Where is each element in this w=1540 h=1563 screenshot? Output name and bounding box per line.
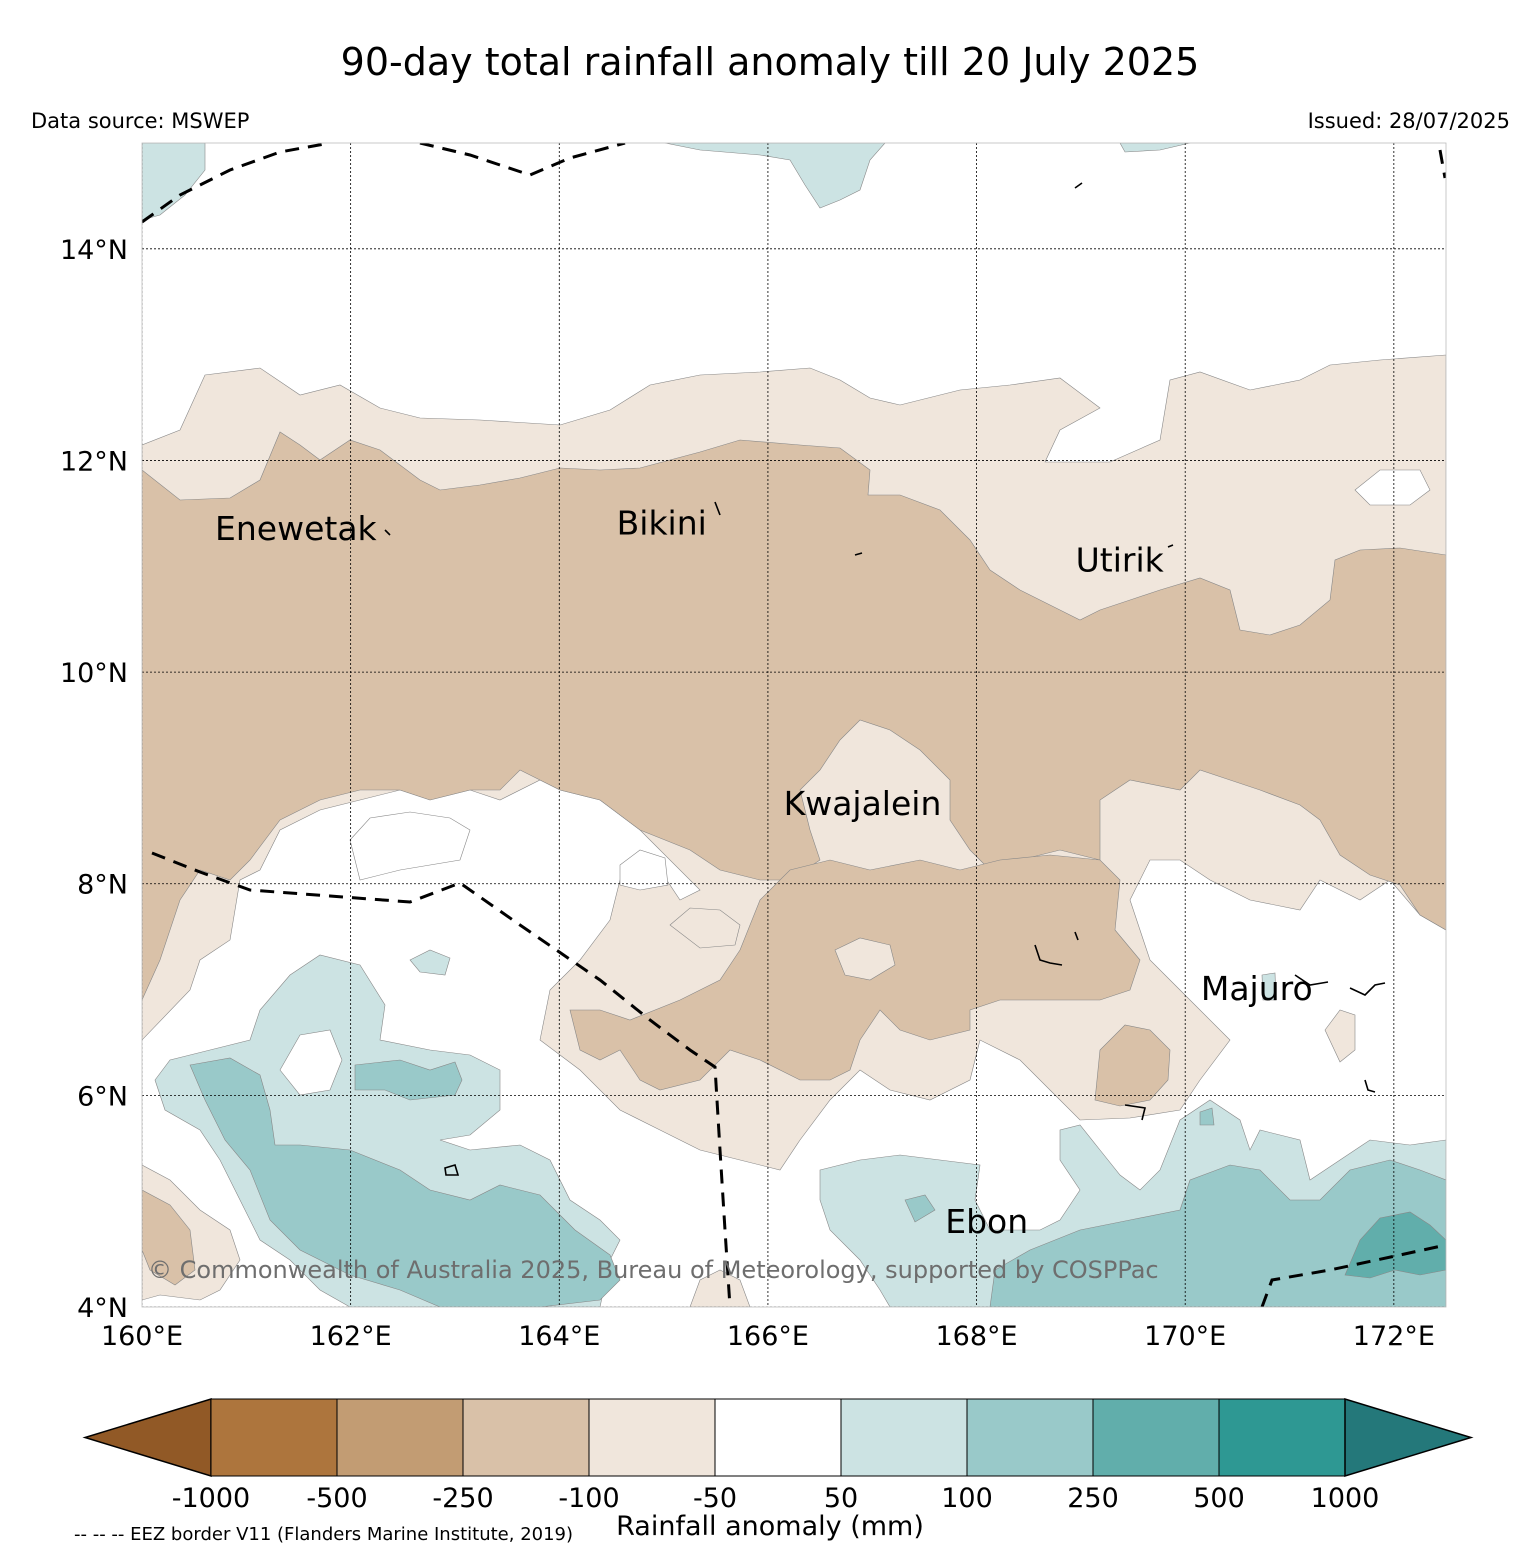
colorbar-box	[210, 1398, 338, 1477]
colorbar-box	[1218, 1398, 1346, 1477]
island-outlines	[384, 182, 1386, 1176]
anomaly-region-light-tan-patch	[689, 1269, 751, 1307]
anomaly-region-mid-teal	[354, 1059, 463, 1101]
anomaly-region-mid-teal	[189, 1057, 621, 1307]
anomaly-region-light-tan-patch	[669, 907, 741, 949]
map-title: 90-day total rainfall anomaly till 20 Ju…	[340, 40, 1200, 84]
map-gridlines	[142, 143, 1446, 1307]
map-frame	[141, 142, 1447, 1308]
anomaly-region-light-teal	[1119, 143, 1191, 153]
lat-tick-label: 6°N	[77, 1081, 128, 1112]
place-label-bikini: Bikini	[617, 504, 707, 543]
anomaly-region-mid-teal	[989, 1159, 1446, 1307]
anomaly-region-light-teal	[1261, 972, 1277, 1001]
lon-tick-label: 166°E	[727, 1321, 809, 1352]
latitude-tick-labels: 14°N 12°N 10°N 8°N 6°N 4°N	[60, 235, 128, 1324]
lat-tick-label: 8°N	[77, 870, 128, 901]
colorbar-box	[840, 1398, 968, 1477]
lon-tick-label: 168°E	[936, 1321, 1018, 1352]
lon-tick-label: 160°E	[101, 1321, 183, 1352]
colorbar-tick-label: -250	[432, 1483, 493, 1514]
colorbar-tick-label: 50	[824, 1483, 858, 1514]
anomaly-region-light-tan-patch	[1324, 1009, 1356, 1063]
anomaly-region-neutral	[349, 811, 471, 881]
colorbar-tick-label: -50	[693, 1483, 737, 1514]
colorbar-box	[588, 1398, 716, 1477]
lat-tick-label: 4°N	[77, 1293, 128, 1324]
longitude-tick-labels: 160°E 162°E 164°E 166°E 168°E 170°E 172°E	[101, 1321, 1435, 1352]
colorbar-extend-high	[1344, 1397, 1474, 1478]
anomaly-region-light-teal	[664, 143, 886, 209]
colorbar-tick-label: 1000	[1311, 1483, 1380, 1514]
place-label-utirik: Utirik	[1076, 541, 1165, 580]
data-source-label: Data source: MSWEP	[31, 109, 250, 133]
lon-tick-label: 164°E	[518, 1321, 600, 1352]
colorbar-box	[462, 1398, 590, 1477]
rainfall-map: Enewetak BikiniUtirikKwajaleinMajuroEbon …	[60, 142, 1447, 1352]
lon-tick-label: 162°E	[310, 1321, 392, 1352]
colorbar-tick-label: -500	[306, 1483, 367, 1514]
lon-tick-label: 172°E	[1353, 1321, 1435, 1352]
place-labels: Enewetak Bikini Utirik Kwajalein Majuro Ebon	[215, 504, 1313, 1241]
place-label-kwajalein: Kwajalein	[784, 784, 942, 823]
colorbar-box	[1092, 1398, 1220, 1477]
anomaly-region-neutral	[1354, 469, 1431, 506]
place-label-enewetak: Enewetak	[215, 509, 378, 548]
anomaly-region-light-teal	[409, 949, 451, 976]
anomaly-region-tan-lobe	[1094, 1024, 1171, 1107]
anomaly-region-mid-teal	[1199, 1107, 1215, 1126]
anomaly-region-light-teal	[142, 143, 206, 221]
eez-border-note: -- -- -- EEZ border V11 (Flanders Marine…	[74, 1524, 574, 1545]
place-label-majuro: Majuro	[1201, 969, 1313, 1008]
colorbar-tick-label: -100	[558, 1483, 619, 1514]
lat-tick-label: 14°N	[60, 235, 128, 266]
colorbar-tick-label: 100	[941, 1483, 993, 1514]
copyright-notice: © Commonwealth of Australia 2025, Bureau…	[148, 1256, 1159, 1284]
anomaly-region-tan-patch	[142, 1189, 196, 1286]
lat-tick-label: 12°N	[60, 446, 128, 477]
eez-borders	[142, 143, 1446, 1307]
lon-tick-label: 170°E	[1144, 1321, 1226, 1352]
anomaly-region-neutral	[619, 849, 669, 891]
colorbar-tick-label: 500	[1193, 1483, 1245, 1514]
colorbar-box	[966, 1398, 1094, 1477]
lat-tick-label: 10°N	[60, 658, 128, 689]
colorbar-tick-label: 250	[1067, 1483, 1119, 1514]
anomaly-region-tan	[142, 431, 1446, 1001]
issued-date-label: Issued: 28/07/2025	[1307, 109, 1510, 133]
colorbar-box	[336, 1398, 464, 1477]
anomaly-region-mid-teal	[904, 1194, 936, 1223]
colorbar-box	[714, 1398, 842, 1477]
anomaly-region-light-tan-patch	[834, 937, 896, 981]
place-label-ebon: Ebon	[945, 1202, 1028, 1241]
colorbar-label: Rainfall anomaly (mm)	[616, 1511, 924, 1542]
colorbar-tick-label: -1000	[172, 1483, 250, 1514]
colorbar-extend-low	[82, 1397, 212, 1478]
